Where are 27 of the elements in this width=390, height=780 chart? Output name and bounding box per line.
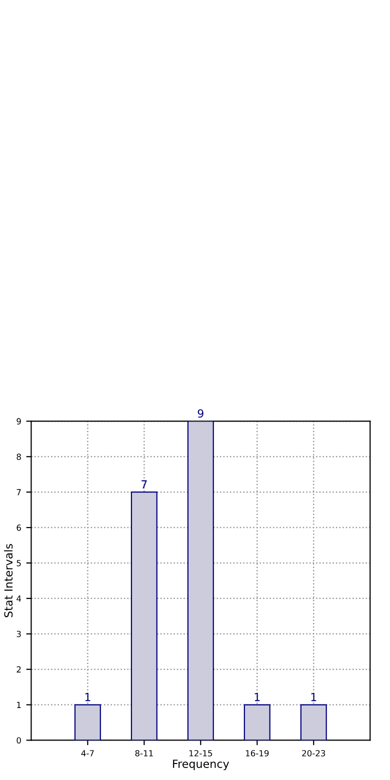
y-tick-label: 5 [16, 560, 21, 566]
data-label: 1 [311, 692, 316, 702]
y-axis-title: Stat Intervals [4, 544, 13, 618]
y-tick-label: 4 [16, 596, 22, 602]
x-tick-label: 4-7 [81, 750, 94, 756]
data-label: 7 [142, 480, 147, 488]
bar [74, 704, 101, 740]
bar [130, 492, 158, 740]
y-tick-label: 0 [16, 737, 21, 744]
bar [187, 421, 214, 740]
data-label: 1 [254, 692, 260, 702]
y-tick-label: 9 [16, 418, 21, 424]
y-tick-label: 1 [17, 702, 21, 708]
data-label: 9 [198, 409, 204, 418]
y-tick-label: 2 [16, 666, 21, 672]
y-tick-label: 8 [16, 454, 21, 460]
x-tick-label: 20-23 [302, 750, 326, 756]
bar [244, 704, 270, 740]
data-label: 1 [85, 692, 90, 702]
x-tick-label: 8-11 [135, 750, 153, 756]
x-axis-title: Frequency [173, 760, 230, 770]
y-tick-label: 7 [16, 489, 21, 496]
y-tick-label: 3 [16, 630, 21, 638]
x-tick-label: 12-15 [189, 750, 212, 756]
bar [300, 704, 327, 740]
y-tick-label: 6 [16, 524, 21, 531]
x-tick-label: 16-19 [246, 750, 269, 756]
